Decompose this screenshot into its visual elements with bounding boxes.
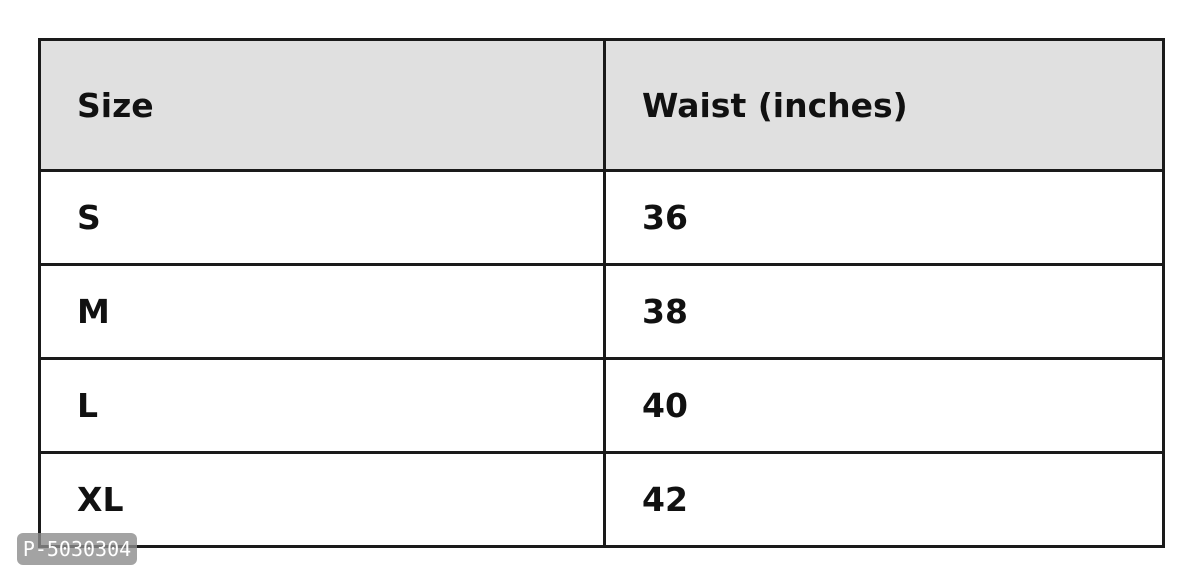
table-row: M 38 bbox=[38, 263, 1165, 360]
header-size: Size bbox=[38, 38, 606, 172]
waist-cell: 40 bbox=[603, 357, 1165, 454]
size-cell: XL bbox=[38, 451, 606, 548]
size-cell: S bbox=[38, 169, 606, 266]
waist-cell: 42 bbox=[603, 451, 1165, 548]
waist-cell: 38 bbox=[603, 263, 1165, 360]
size-cell: L bbox=[38, 357, 606, 454]
size-chart-table: Size Waist (inches) S 36 M 38 L 40 XL 42 bbox=[38, 38, 1165, 548]
size-cell: M bbox=[38, 263, 606, 360]
table-row: L 40 bbox=[38, 357, 1165, 454]
table-row: XL 42 bbox=[38, 451, 1165, 548]
waist-cell: 36 bbox=[603, 169, 1165, 266]
table-row: S 36 bbox=[38, 169, 1165, 266]
header-row: Size Waist (inches) bbox=[38, 38, 1165, 172]
product-id-watermark: P-5030304 bbox=[17, 533, 137, 565]
header-waist: Waist (inches) bbox=[603, 38, 1165, 172]
